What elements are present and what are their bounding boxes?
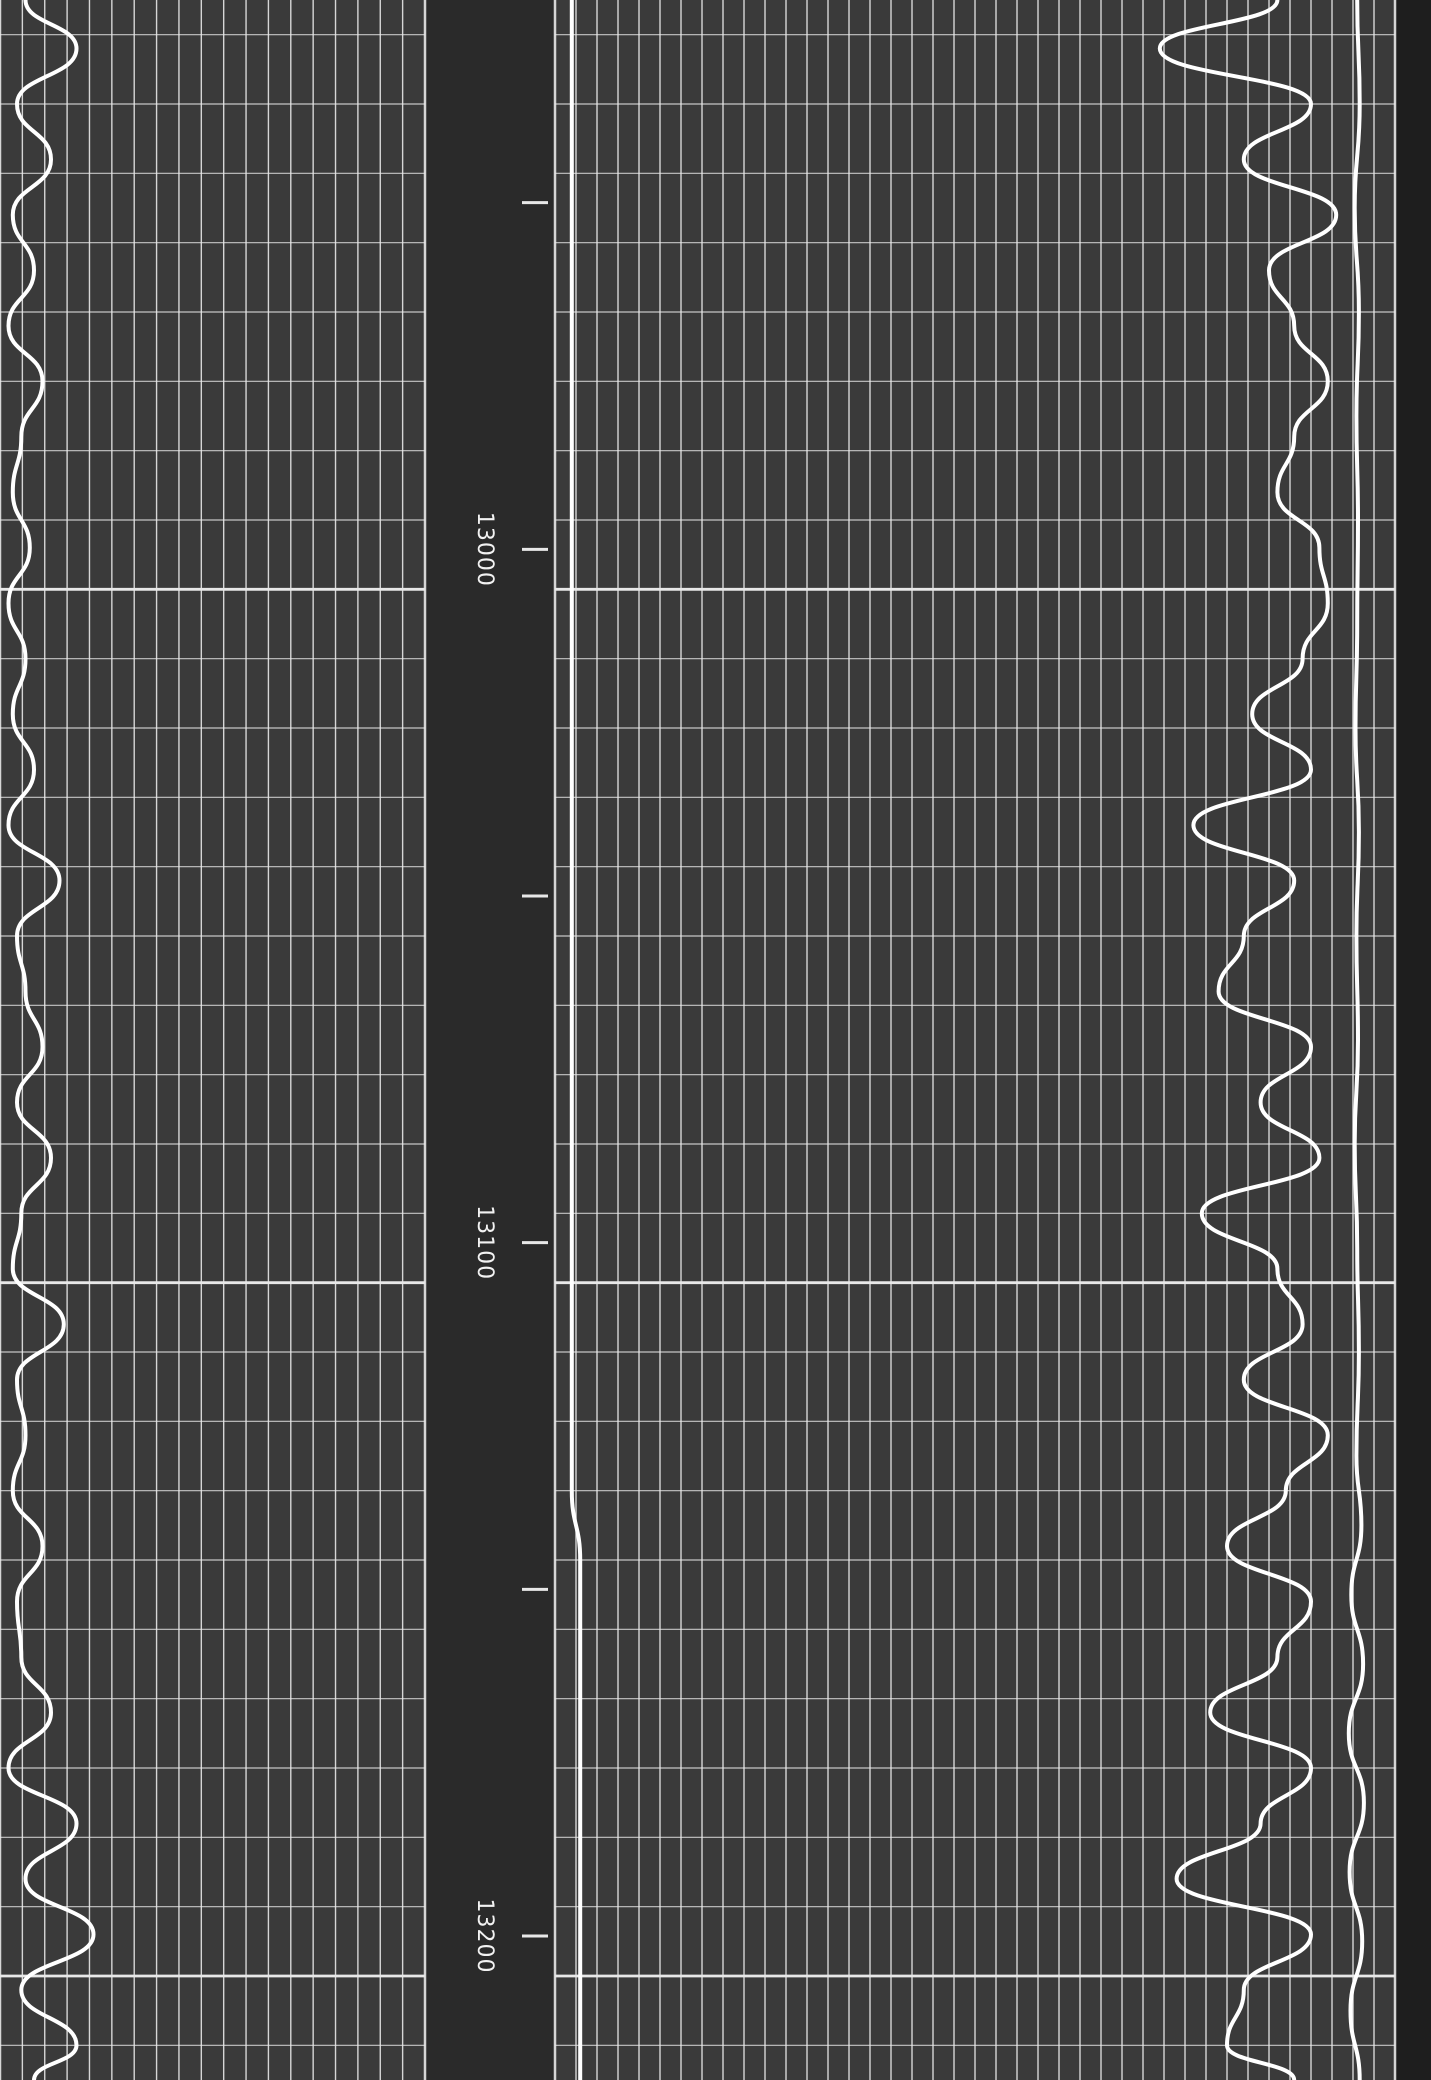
depth-track-background (425, 0, 555, 2080)
depth-label: 13000 (472, 512, 497, 587)
grid-lines (0, 0, 1397, 2080)
log-curve-track-2-2 (1157, 0, 1339, 2080)
log-curve-track-2-3 (1346, 0, 1366, 2080)
log-curves (6, 0, 1366, 2080)
log-curve-track-1-1 (6, 0, 96, 2080)
right-margin-background (1395, 0, 1431, 2080)
depth-label: 13100 (472, 1205, 497, 1280)
depth-label: 13200 (472, 1899, 497, 1974)
log-curve-track-2-1 (569, 0, 583, 2080)
depth-labels: 13000 13100 13200 (472, 512, 497, 1974)
depth-ticks (522, 201, 548, 1938)
